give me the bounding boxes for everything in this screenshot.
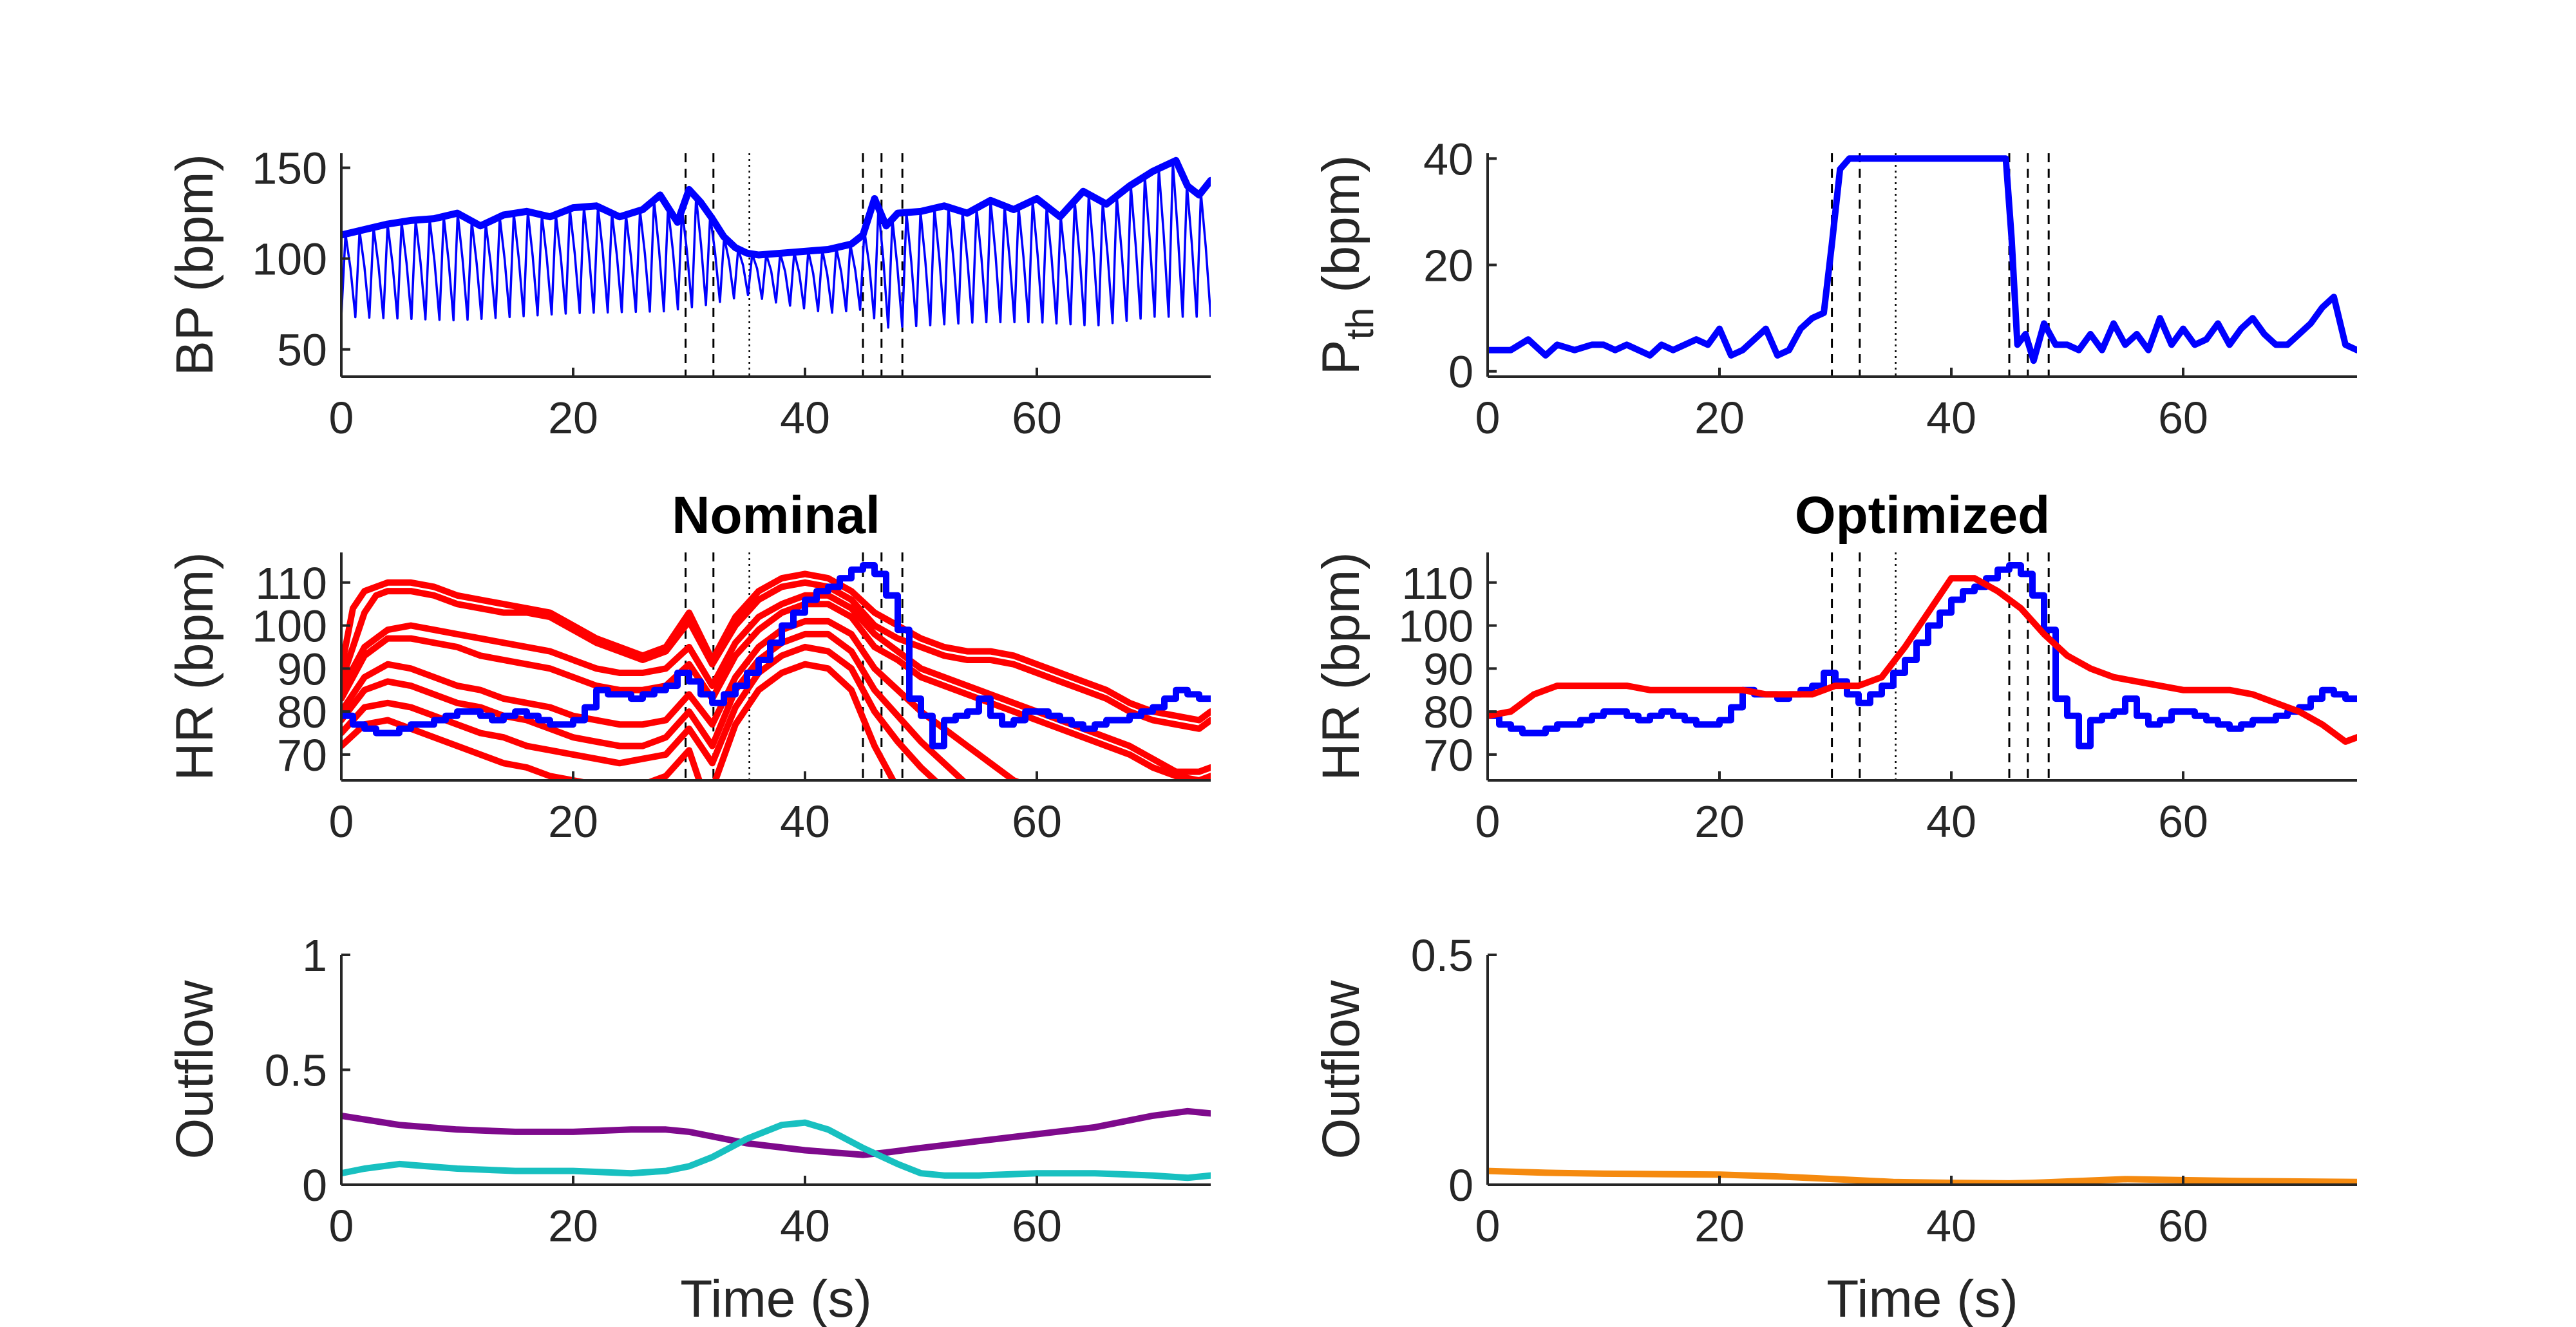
y-tick-label: 0.5 [1411, 930, 1473, 981]
series-line-1 [341, 579, 1211, 732]
x-tick-label: 40 [1926, 796, 1976, 847]
x-tick-label: 40 [1926, 1201, 1976, 1251]
panel-bp: 0 20 40 60 50 100 150 BP (bpm) [166, 144, 1211, 443]
x-tick-label: 0 [1475, 393, 1501, 443]
series-line-1 [1488, 575, 2357, 745]
series-pulsatile-line [341, 160, 1211, 329]
y-tick-label: 80 [277, 687, 327, 737]
y-tick-label: 110 [1401, 558, 1473, 608]
y-tick-label: 1 [302, 930, 327, 981]
series-line-5 [341, 630, 968, 780]
y-tick-label: 50 [277, 325, 327, 375]
x-tick-label: 0 [329, 796, 354, 847]
x-tick-label: 60 [2158, 796, 2208, 847]
y-tick-label: 110 [255, 558, 327, 608]
y-tick-label: 90 [1423, 644, 1473, 694]
panel-outflow_nominal: 0 20 40 60 0 0.5 1 Outflow Time (s) [166, 930, 1211, 1327]
y-tick-label: 0 [1448, 1160, 1473, 1210]
series-line-8 [341, 562, 1211, 749]
x-tick-label: 20 [548, 393, 598, 443]
series-line-0 [1488, 562, 2357, 749]
y-tick-label: 0 [1448, 347, 1473, 397]
x-tick-label: 40 [780, 393, 830, 443]
x-tick-label: 0 [329, 1201, 354, 1251]
y-axis-label: HR (bpm) [166, 552, 224, 780]
y-tick-label: 150 [252, 144, 327, 194]
panel-title: Optimized [1795, 486, 2050, 545]
y-tick-label: 0.5 [265, 1046, 327, 1096]
y-axis-label: HR (bpm) [1312, 552, 1370, 780]
series-line-0 [1488, 1167, 2357, 1185]
y-tick-label: 100 [1398, 601, 1473, 652]
y-tick-label: 70 [277, 730, 327, 780]
x-axis-label: Time (s) [1826, 1270, 2018, 1327]
x-tick-label: 60 [1012, 796, 1062, 847]
series-line-7 [341, 661, 897, 780]
y-tick-label: 70 [1423, 730, 1473, 780]
series-line-0 [341, 1107, 1211, 1158]
y-tick-label: 20 [1423, 241, 1473, 291]
x-tick-label: 40 [780, 1201, 830, 1251]
x-tick-label: 20 [548, 1201, 598, 1251]
y-tick-label: 80 [1423, 687, 1473, 737]
y-axis-label: Outflow [166, 980, 224, 1160]
series-line-1 [341, 1119, 1211, 1181]
y-tick-label: 100 [252, 601, 327, 652]
panel-outflow_optimized: 0 20 40 60 0 0.5 Outflow Time (s) [1312, 930, 2357, 1327]
x-tick-label: 20 [1694, 1201, 1745, 1251]
x-axis-label: Time (s) [680, 1270, 872, 1327]
x-tick-label: 60 [2158, 1201, 2208, 1251]
series-line-0 [341, 570, 1211, 724]
series-line-0 [341, 156, 1211, 259]
series-line-0 [1488, 155, 2357, 364]
x-tick-label: 0 [329, 393, 354, 443]
x-tick-label: 0 [1475, 1201, 1501, 1251]
x-tick-label: 20 [1694, 796, 1745, 847]
x-tick-label: 40 [780, 796, 830, 847]
y-axis-label: Outflow [1312, 980, 1370, 1160]
x-tick-label: 60 [1012, 1201, 1062, 1251]
y-tick-label: 40 [1423, 134, 1473, 184]
x-tick-label: 40 [1926, 393, 1976, 443]
y-tick-label: 100 [252, 234, 327, 285]
y-axis-label: Pth (bpm) [1312, 155, 1381, 375]
x-tick-label: 60 [1012, 393, 1062, 443]
panel-title: Nominal [672, 486, 880, 545]
x-tick-label: 60 [2158, 393, 2208, 443]
series-line-3 [341, 601, 1211, 780]
x-tick-label: 20 [1694, 393, 1745, 443]
x-tick-label: 20 [548, 796, 598, 847]
y-axis-label: BP (bpm) [166, 154, 224, 376]
y-tick-label: 90 [277, 644, 327, 694]
panel-pth: 0 20 40 60 0 20 40 Pth (bpm) [1312, 134, 2357, 443]
x-tick-label: 0 [1475, 796, 1501, 847]
y-tick-label: 0 [302, 1160, 327, 1210]
